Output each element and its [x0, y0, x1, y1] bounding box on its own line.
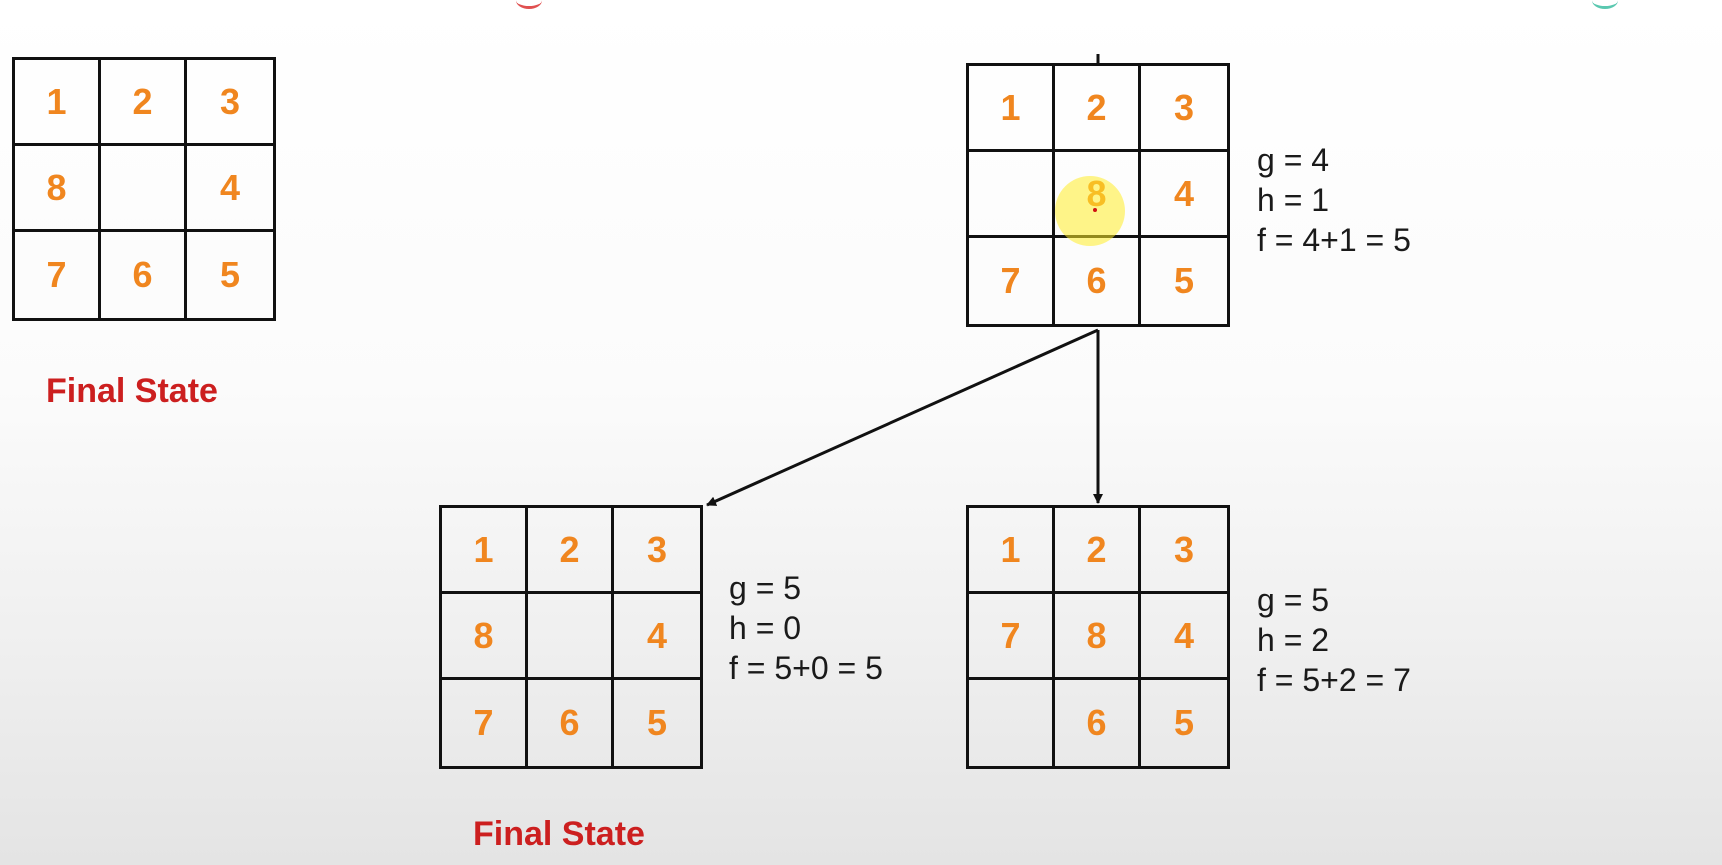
g-cost: g = 4	[1257, 142, 1330, 178]
tile: 5	[219, 254, 241, 295]
tile	[969, 152, 1055, 238]
tile: 1	[969, 508, 1055, 594]
tile: 1	[969, 66, 1055, 152]
decorative-teal-mark	[1592, 0, 1618, 9]
tile: 8	[442, 594, 528, 680]
tile: 7	[969, 594, 1055, 680]
tile: 4	[1141, 594, 1227, 680]
tile: 5	[1173, 260, 1195, 301]
f-cost: f = 5+0 = 5	[729, 650, 883, 686]
tile	[528, 594, 614, 680]
tile: 4	[187, 146, 273, 232]
tile: 5	[1173, 702, 1195, 743]
tile: 2	[528, 508, 614, 594]
tile: 5	[646, 702, 668, 743]
parent-node-costs: g = 4 h = 1 f = 4+1 = 5	[1257, 140, 1411, 260]
final-state-caption: Final State	[473, 815, 645, 853]
tile	[969, 680, 1055, 766]
tile: 2	[1055, 66, 1141, 152]
tile: 2	[101, 60, 187, 146]
f-cost: f = 4+1 = 5	[1257, 222, 1411, 258]
tile: 6	[101, 232, 187, 318]
tile: 8	[15, 146, 101, 232]
f-cost: f = 5+2 = 7	[1257, 662, 1411, 698]
tile: 7	[442, 680, 528, 766]
tile: 3	[187, 60, 273, 146]
h-cost: h = 0	[729, 610, 802, 646]
g-cost: g = 5	[1257, 582, 1330, 618]
decorative-red-mark	[516, 0, 542, 9]
tile	[101, 146, 187, 232]
edge-parent-to-left-child	[706, 328, 1099, 507]
tile: 6	[1055, 680, 1141, 766]
tile: 3	[1141, 508, 1227, 594]
tile: 7	[15, 232, 101, 318]
puzzle-board-final-state: 1 2 3 8 4 7 6 5	[12, 57, 276, 321]
final-state-caption: Final State	[46, 372, 218, 410]
tile: 6	[1055, 238, 1141, 324]
h-cost: h = 1	[1257, 182, 1330, 218]
puzzle-board-left-child: 1 2 3 8 4 7 6 5	[439, 505, 703, 769]
h-cost: h = 2	[1257, 622, 1330, 658]
tile: 4	[614, 594, 700, 680]
tile: 4	[1141, 152, 1227, 238]
cursor-highlight	[1055, 176, 1125, 246]
tile: 7	[969, 238, 1055, 324]
tile: 1	[15, 60, 101, 146]
g-cost: g = 5	[729, 570, 802, 606]
mouse-pointer-dot	[1093, 208, 1097, 212]
puzzle-board-right-child: 1 2 3 7 8 4 6 5	[966, 505, 1230, 769]
tile: 3	[614, 508, 700, 594]
tile: 3	[1141, 66, 1227, 152]
tile: 1	[442, 508, 528, 594]
tile: 2	[1055, 508, 1141, 594]
left-child-costs: g = 5 h = 0 f = 5+0 = 5	[729, 568, 883, 688]
right-child-costs: g = 5 h = 2 f = 5+2 = 7	[1257, 580, 1411, 700]
tile: 8	[1055, 594, 1141, 680]
tile: 6	[528, 680, 614, 766]
